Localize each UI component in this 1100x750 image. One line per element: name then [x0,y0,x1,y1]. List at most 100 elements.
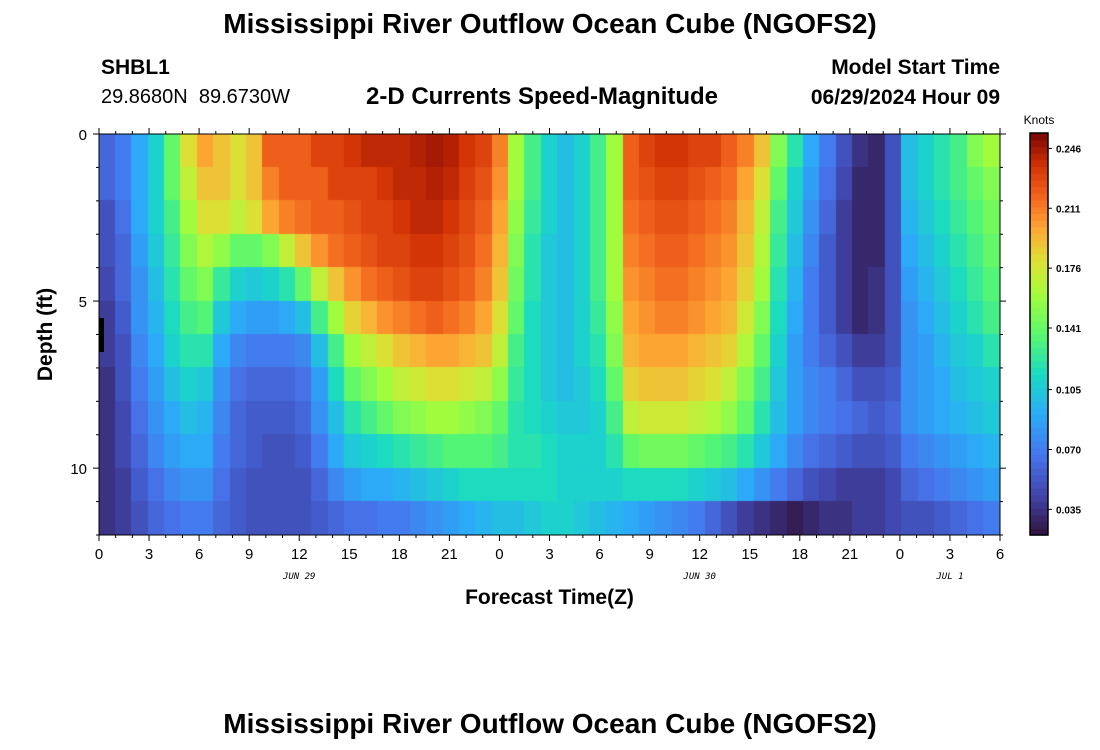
x-tick-label: 6 [996,546,1004,563]
colorbar-tick-label: 0.070 [1056,445,1081,456]
station-location: 29.8680N 89.6730W [101,86,291,108]
colorbar-segment [1030,293,1048,302]
colorbar-tick-label: 0.141 [1056,324,1081,335]
repeated-chart-title: Mississippi River Outflow Ocean Cube (NG… [223,708,877,739]
station-id: SHBL1 [101,56,170,79]
colorbar-segment [1030,153,1048,161]
colorbar-segment [1030,454,1048,462]
colorbar-segment [1030,166,1048,174]
x-tick-label: 12 [691,546,708,563]
x-tick-label: 3 [145,546,153,563]
colorbar-segment [1030,334,1048,342]
y-tick-label: 10 [70,461,87,478]
colorbar-segment [1030,347,1048,355]
colorbar-segment [1030,441,1048,449]
colorbar-segment [1030,434,1048,442]
chart-title: Mississippi River Outflow Ocean Cube (NG… [223,8,877,39]
x-tick-label: 9 [245,546,253,563]
colorbar-segment [1030,401,1048,409]
y-tick-label: 0 [79,127,87,144]
colorbar-segment [1030,474,1048,482]
colorbar-segment [1030,287,1048,295]
colorbar-segment [1030,307,1048,315]
colorbar-segment [1030,253,1048,261]
colorbar-tick-label: 0.105 [1056,386,1081,397]
x-tick-label: 21 [841,546,858,563]
colorbar-segment [1030,213,1048,221]
colorbar-segment [1030,354,1048,362]
colorbar-segment [1030,146,1048,154]
model-start-value: 06/29/2024 Hour 09 [810,86,1000,109]
colorbar-unit: Knots [1024,113,1055,127]
colorbar-segment [1030,300,1048,308]
colorbar-segment [1030,387,1048,395]
colorbar-segment [1030,421,1048,429]
x-tick-label: 18 [391,546,408,563]
colorbar-segment [1030,427,1048,436]
x-tick-label: 18 [791,546,808,563]
model-start-label: Model Start Time [831,56,1000,79]
colorbar-segment [1030,360,1048,369]
colorbar-segment [1030,260,1048,268]
colorbar-segment [1030,380,1048,389]
colorbar-segment [1030,220,1048,228]
x-tick-label: 0 [495,546,503,563]
colorbar-segment [1030,447,1048,456]
colorbar-segment [1030,280,1048,288]
colorbar-segment [1030,179,1048,188]
colorbar-tick-label: 0.176 [1056,264,1081,275]
colorbar-segment [1030,159,1048,168]
colorbar-tick-label: 0.035 [1056,505,1081,516]
x-tick-label: 0 [95,546,103,563]
colorbar-segment [1030,226,1048,235]
x-tick-label: 15 [741,546,758,563]
x-tick-label: 21 [441,546,458,563]
colorbar-segment [1030,528,1048,536]
x-date-label: JUN 30 [682,572,716,582]
colorbar-segment [1030,200,1048,208]
colorbar-segment [1030,273,1048,281]
colorbar-segment [1030,521,1048,529]
x-date-label: JUN 29 [282,572,316,582]
x-tick-label: 6 [195,546,203,563]
x-tick-label: 6 [595,546,603,563]
x-tick-label: 12 [291,546,308,563]
colorbar-segment [1030,313,1048,322]
colorbar-segment [1030,173,1048,181]
colorbar-segment [1030,394,1048,402]
colorbar-tick-label: 0.211 [1056,204,1081,215]
heatmap-plot [99,134,1000,535]
plot-frame [98,133,1001,536]
colorbar-frame [1029,132,1049,536]
colorbar-segment [1030,514,1048,523]
colorbar-segment [1030,340,1048,348]
colorbar-segment [1030,320,1048,328]
x-date-label: JUL 1 [935,572,963,582]
colorbar-segment [1030,501,1048,509]
colorbar-segment [1030,206,1048,214]
x-tick-label: 3 [946,546,954,563]
colorbar-segment [1030,186,1048,194]
x-tick-label: 3 [545,546,553,563]
x-tick-label: 15 [341,546,358,563]
y-tick-label: 5 [79,294,87,311]
colorbar-segment [1030,233,1048,241]
colorbar-segment [1030,367,1048,375]
chart-subtitle: 2-D Currents Speed-Magnitude [366,83,719,110]
colorbar-segment [1030,193,1048,201]
x-axis-label: Forecast Time(Z) [465,586,634,609]
colorbar-segment [1030,481,1048,489]
colorbar-segment [1030,246,1048,255]
colorbar-segment [1030,374,1048,382]
x-tick-label: 0 [896,546,904,563]
colorbar-segment [1030,488,1048,496]
colorbar-segment [1030,494,1048,503]
colorbar-segment [1030,461,1048,469]
colorbar-tick-label: 0.246 [1056,144,1081,155]
colorbar-segment [1030,139,1048,147]
colorbar-segment [1030,407,1048,415]
colorbar-segment [1030,468,1048,476]
y-axis-label: Depth (ft) [34,288,57,381]
colorbar-segment [1030,133,1048,141]
